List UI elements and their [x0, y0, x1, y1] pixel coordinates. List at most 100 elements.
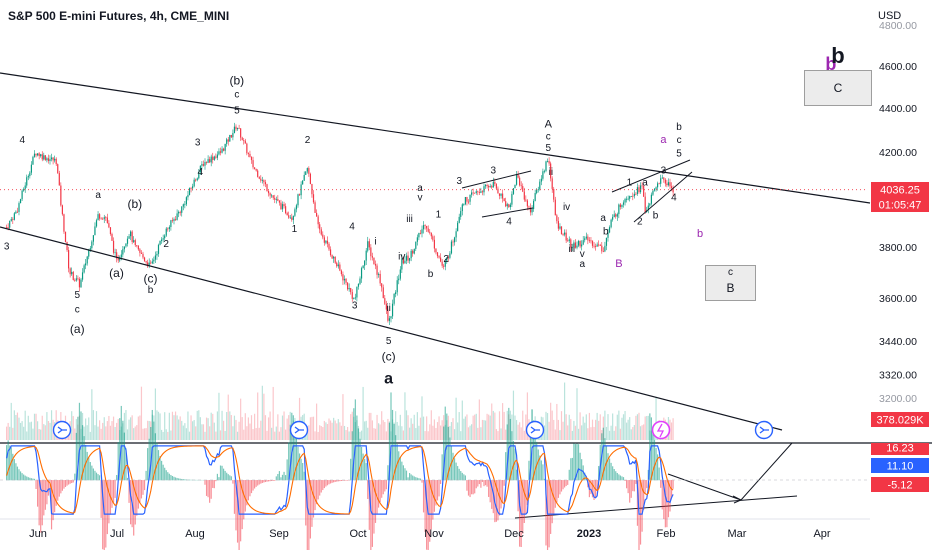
candle-body: [319, 224, 321, 230]
volume-bar: [311, 416, 313, 440]
candle-body: [449, 253, 451, 258]
histogram-bar: [184, 479, 186, 481]
candle-body: [288, 215, 290, 218]
candle-body: [49, 159, 51, 161]
histogram-bar: [168, 473, 170, 481]
wave-label: i: [374, 236, 376, 247]
candle-body: [40, 154, 42, 157]
candle-body: [184, 204, 186, 206]
histogram-bar: [38, 480, 40, 526]
candle-body: [469, 194, 471, 202]
candle-body: [165, 228, 167, 236]
histogram-bar: [339, 480, 341, 482]
volume-bar: [229, 411, 231, 440]
wave-label: 5: [545, 143, 551, 154]
volume-bar: [554, 429, 556, 440]
candle-body: [545, 161, 547, 171]
candle-body: [407, 255, 409, 261]
volume-bar: [415, 428, 417, 440]
histogram-bar: [278, 471, 280, 481]
candle-body: [446, 257, 448, 262]
volume-bar: [402, 430, 404, 440]
histogram-bar: [560, 480, 563, 492]
candle-body: [37, 153, 39, 156]
histogram-bar: [447, 426, 449, 481]
histogram-bar: [302, 463, 304, 481]
histogram-bar: [136, 480, 138, 516]
volume-bar: [255, 428, 257, 440]
candle-body: [477, 191, 479, 193]
candle-body: [426, 225, 428, 229]
histogram-bar: [165, 470, 167, 481]
candle-body: [636, 187, 639, 195]
candle-body: [164, 235, 166, 239]
candle-body: [610, 219, 612, 228]
candle-body: [467, 201, 470, 203]
currency-label: USD: [878, 10, 902, 22]
candle-body: [174, 219, 177, 220]
histogram-bar: [170, 474, 172, 481]
candle-body: [536, 189, 538, 194]
histogram-bar: [147, 448, 149, 481]
candle-body: [117, 258, 119, 261]
volume-bar: [281, 415, 284, 440]
x-tick-label: Feb: [657, 528, 676, 540]
histogram-bar: [289, 424, 291, 481]
histogram-bar: [633, 480, 635, 492]
volume-bar: [185, 428, 187, 440]
candle-body: [522, 186, 524, 192]
candle-body: [382, 287, 384, 299]
volume-bar: [116, 422, 118, 440]
volume-bar: [416, 412, 418, 440]
candle-body: [108, 223, 110, 228]
histogram-bar: [475, 480, 477, 489]
wave-label: 3: [4, 241, 10, 252]
volume-bar: [247, 417, 249, 440]
wave-label: 3: [457, 176, 463, 187]
volume-bar: [125, 410, 127, 440]
histogram-bar: [210, 480, 212, 499]
histogram-bar: [145, 470, 147, 481]
wave-label: 2: [637, 217, 643, 228]
wave-label: c: [677, 135, 682, 146]
histogram-bar: [610, 462, 612, 481]
candle-body: [156, 253, 158, 256]
histogram-bar: [125, 448, 127, 481]
candle-body: [385, 303, 387, 310]
candle-body: [450, 241, 453, 254]
histogram-bar: [506, 424, 508, 481]
volume-bar: [134, 426, 136, 440]
candle-body: [508, 204, 510, 208]
volume-bar: [47, 421, 50, 440]
wave-label: 1: [627, 177, 633, 188]
histogram-bar: [308, 480, 310, 550]
histogram-bar: [661, 480, 663, 510]
candle-body: [151, 261, 153, 264]
volume-bar: [441, 420, 443, 440]
volume-bar: [88, 417, 90, 440]
histogram-bar: [188, 479, 191, 481]
volume-bar: [573, 420, 575, 440]
histogram-bar: [263, 480, 265, 483]
volume-bar: [168, 412, 170, 440]
histogram-bar: [294, 428, 296, 481]
candle-body: [436, 252, 439, 257]
candle-body: [188, 188, 191, 195]
volume-bar: [235, 419, 237, 440]
volume-bar: [179, 416, 181, 440]
histogram-bar: [178, 478, 180, 481]
volume-bar: [385, 431, 387, 440]
volume-bar: [232, 426, 234, 440]
volume-bar: [308, 425, 310, 440]
volume-bar: [227, 394, 229, 440]
candle-body: [106, 217, 108, 224]
histogram-bar: [64, 480, 67, 487]
y-tick-label: 3320.00: [879, 370, 917, 382]
candle-body: [55, 158, 57, 165]
histogram-bar: [343, 480, 346, 481]
volume-bar: [117, 419, 119, 440]
candle-body: [584, 238, 586, 241]
candle-body: [267, 190, 270, 194]
candle-body: [286, 213, 288, 216]
